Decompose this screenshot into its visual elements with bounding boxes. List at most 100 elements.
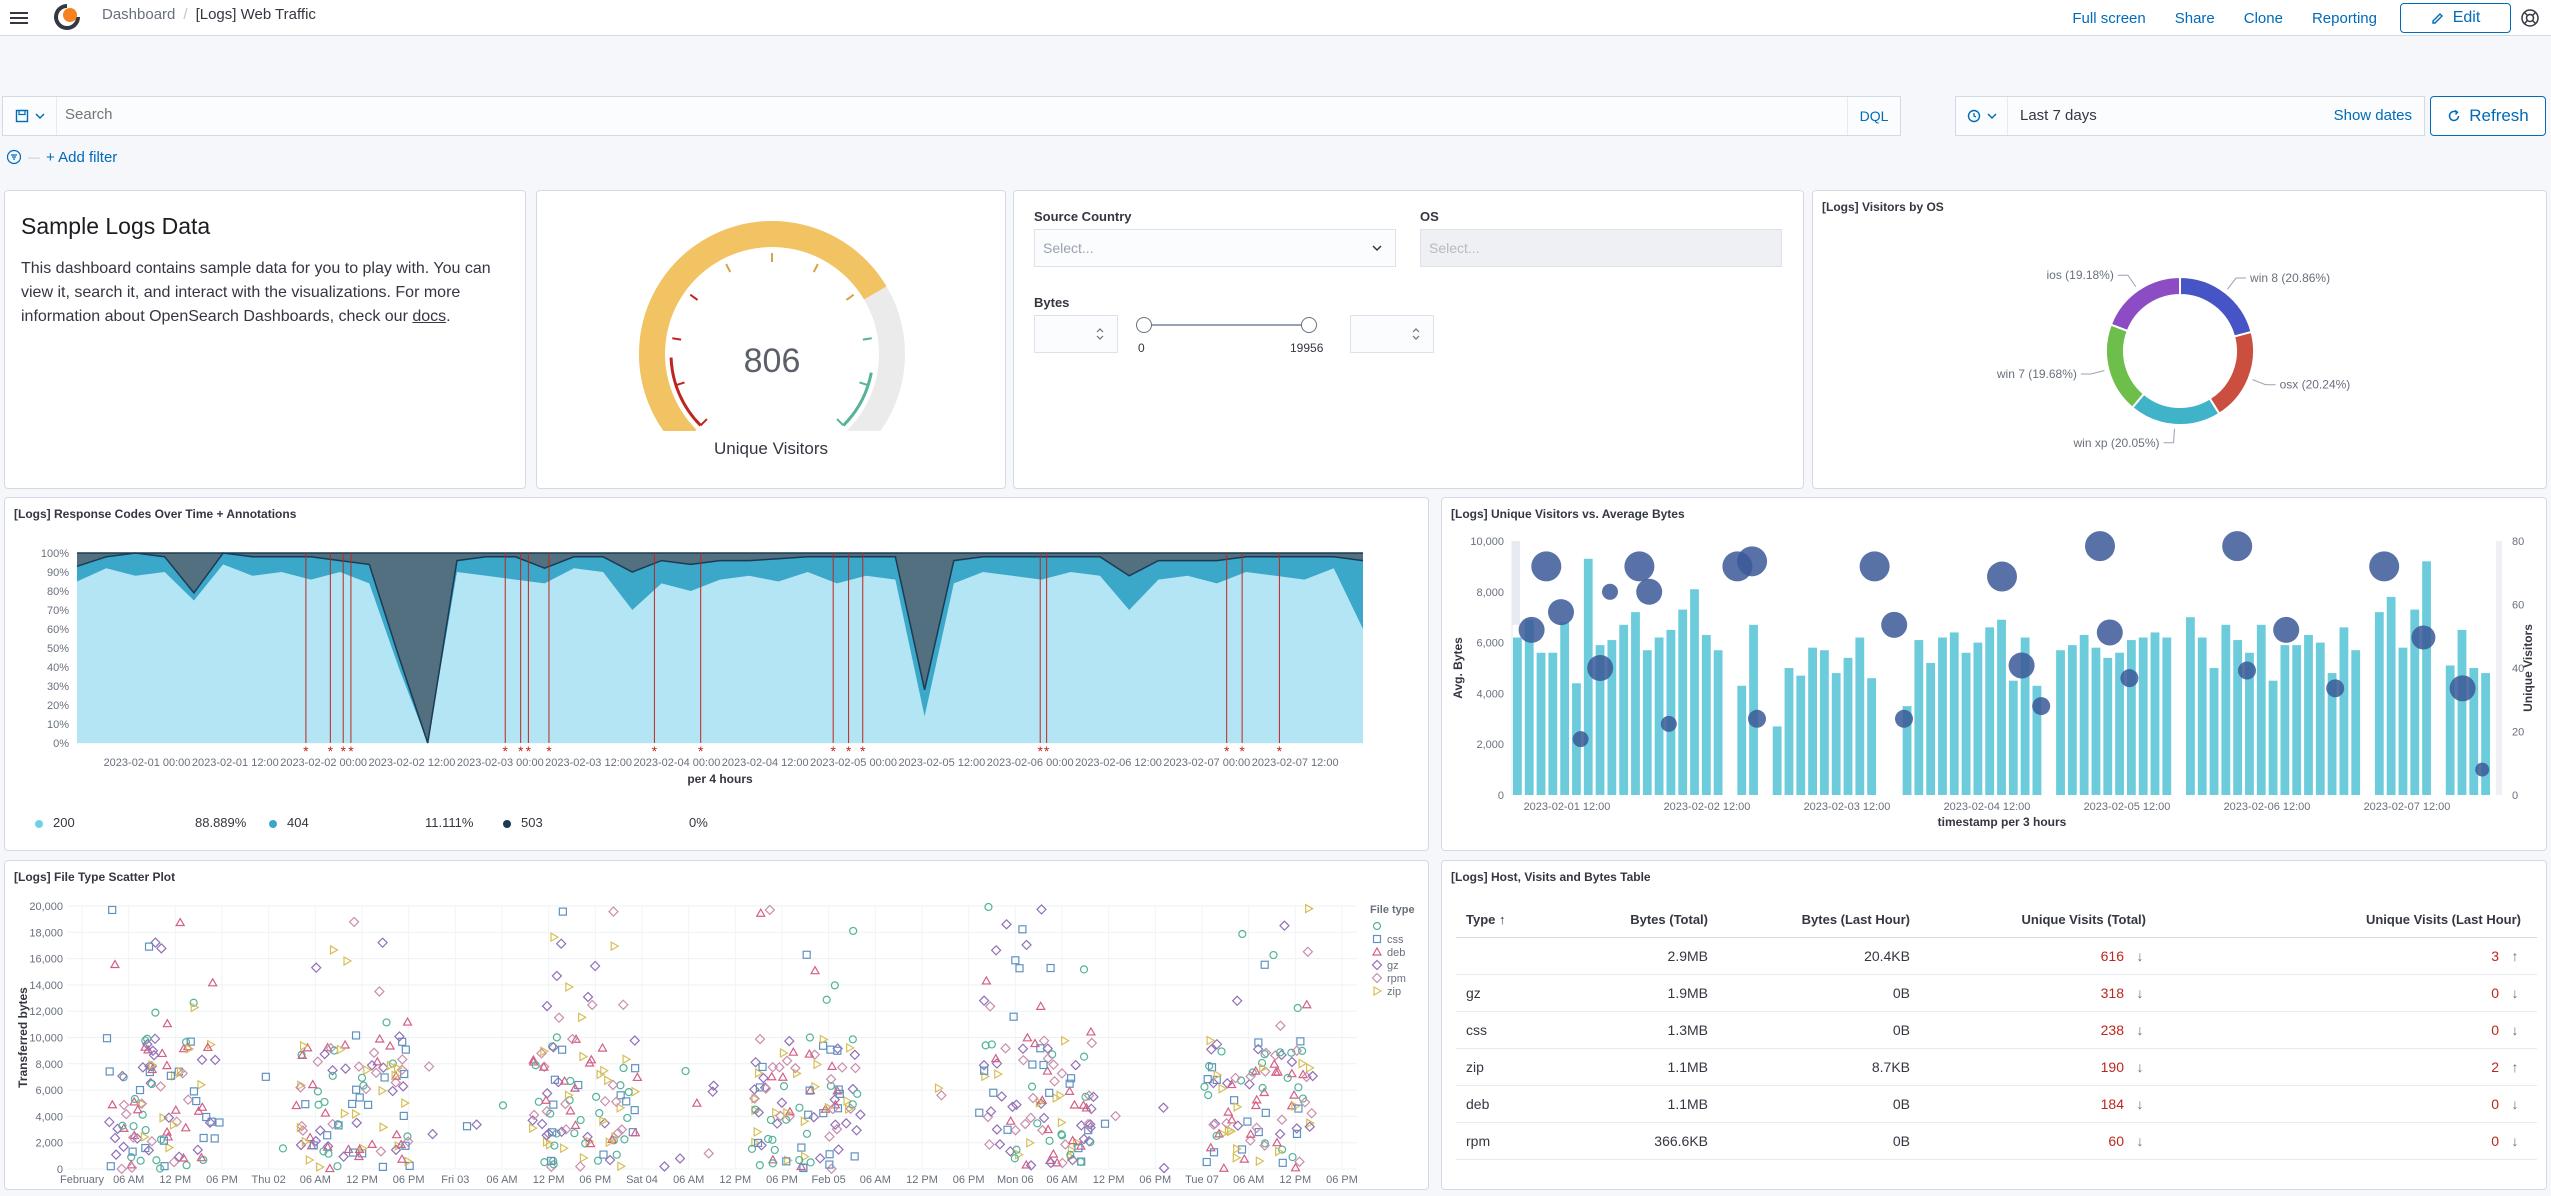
scatter-point — [1298, 1058, 1308, 1069]
legend-item-404[interactable]: 404 — [269, 815, 309, 830]
column-header-bytes-hour[interactable]: Bytes (Last Hour) — [1724, 903, 1926, 938]
filter-menu-icon[interactable] — [6, 149, 22, 165]
scatter-point — [797, 1143, 806, 1152]
scatter-point — [1275, 1146, 1284, 1157]
bytes-max-input[interactable] — [1350, 315, 1434, 353]
x-tick-label: 2023-02-02 00:00 — [280, 757, 367, 769]
scatter-point — [691, 1097, 702, 1107]
cell-type[interactable] — [1456, 937, 1596, 975]
x-tick-label: 12 PM — [1093, 1174, 1125, 1186]
x-tick-label: February — [60, 1174, 105, 1186]
scatter-point — [620, 1135, 629, 1144]
bar — [2256, 624, 2266, 795]
scatter-point — [1301, 999, 1312, 1009]
x-tick-label: 2023-02-06 12:00 — [2224, 801, 2311, 813]
breadcrumb-dashboard[interactable]: Dashboard — [102, 6, 176, 23]
scatter-point — [161, 1126, 173, 1136]
filter-row: — + Add filter — [6, 146, 117, 168]
scatter-point — [396, 1054, 408, 1065]
y-tick-label: 90% — [47, 567, 69, 579]
x-tick-label: Tue 07 — [1185, 1174, 1219, 1186]
share-link[interactable]: Share — [2174, 9, 2215, 27]
cell-type[interactable]: gz — [1456, 974, 1596, 1012]
help-icon[interactable] — [2519, 7, 2541, 29]
bubble — [1881, 611, 1908, 638]
trend-arrow-icon: ↑ — [2511, 1058, 2519, 1075]
scatter-point — [141, 1143, 150, 1153]
scatter-point — [1279, 920, 1290, 931]
scatter-point — [753, 1107, 765, 1118]
scatter-point — [1243, 1117, 1252, 1126]
bytes-slider-track[interactable] — [1144, 324, 1314, 326]
trend-arrow-icon: ↓ — [2136, 1058, 2144, 1075]
donut-label-line — [2117, 274, 2137, 288]
legend-item-503[interactable]: 503 — [503, 815, 543, 830]
scatter-point — [1086, 1137, 1095, 1147]
scatter-point — [355, 1093, 364, 1102]
scatter-point — [152, 1156, 161, 1165]
full-screen-link[interactable]: Full screen — [2072, 9, 2146, 27]
menu-icon[interactable] — [8, 7, 30, 29]
scatter-point — [1012, 1145, 1021, 1154]
y-tick-label: 12,000 — [29, 1006, 63, 1018]
column-header-type[interactable]: Type ↑ — [1456, 903, 1596, 938]
cell-type[interactable]: deb — [1456, 1085, 1596, 1123]
bar — [1595, 645, 1605, 795]
y-tick-label: 50% — [47, 643, 69, 655]
search-input[interactable] — [65, 106, 1865, 123]
cell-type[interactable]: zip — [1456, 1048, 1596, 1086]
scatter-point — [566, 1076, 575, 1086]
bytes-min-input[interactable] — [1034, 315, 1118, 353]
scatter-point — [192, 1096, 201, 1106]
cell-type[interactable]: rpm — [1456, 1122, 1596, 1160]
dql-toggle[interactable]: DQL — [1847, 97, 1900, 135]
bytes-slider-max-handle[interactable] — [1301, 317, 1317, 333]
bar — [2339, 627, 2349, 795]
scatter-point — [819, 1109, 828, 1118]
markdown-panel: Sample Logs Data This dashboard contains… — [4, 190, 526, 489]
opensearch-logo[interactable] — [52, 2, 82, 32]
x-tick-label: 12 PM — [159, 1174, 191, 1186]
x-tick-label: 06 PM — [766, 1174, 798, 1186]
refresh-label: Refresh — [2469, 106, 2529, 125]
scatter-point — [1271, 1137, 1283, 1147]
clone-link[interactable]: Clone — [2243, 9, 2283, 27]
scatter-point — [1212, 1131, 1221, 1140]
cell-type[interactable]: css — [1456, 1011, 1596, 1049]
add-filter-button[interactable]: + Add filter — [46, 148, 118, 166]
show-dates-link[interactable]: Show dates — [2333, 107, 2412, 124]
trend-arrow-icon: ↓ — [2136, 1021, 2144, 1038]
scatter-point — [1233, 1143, 1242, 1154]
edit-button[interactable]: Edit — [2400, 3, 2511, 33]
docs-link[interactable]: docs — [412, 308, 447, 325]
bubble — [1624, 551, 1655, 582]
legend-pct-503: 0% — [689, 815, 708, 830]
scatter-point — [1066, 1074, 1076, 1083]
annotation-marker: * — [328, 743, 334, 759]
scatter-point — [853, 1089, 862, 1098]
column-header-bytes-total[interactable]: Bytes (Total) — [1596, 903, 1724, 938]
scatter-point — [363, 1100, 373, 1109]
legend-item-200[interactable]: 200 — [35, 815, 75, 830]
source-country-select[interactable]: Select... — [1034, 229, 1396, 267]
table-row: css 1.3MB 0B 238 ↓ 0 ↓ — [1456, 1011, 2537, 1049]
scatter-point — [1027, 1082, 1037, 1091]
scatter-point — [1059, 1139, 1071, 1150]
saved-query-button[interactable] — [3, 97, 57, 135]
annotation-marker: * — [846, 743, 852, 759]
pencil-icon — [2432, 13, 2443, 24]
response-codes-panel: [Logs] Response Codes Over Time + Annota… — [4, 497, 1429, 851]
bytes-slider-min-handle[interactable] — [1136, 317, 1152, 333]
column-header-visits-total[interactable]: Unique Visits (Total) — [1926, 903, 2162, 938]
scatter-point — [1260, 1050, 1269, 1059]
column-header-visits-hour[interactable]: Unique Visits (Last Hour) — [2162, 903, 2537, 938]
date-range-label[interactable]: Last 7 days — [2020, 107, 2097, 124]
quick-date-menu[interactable] — [1956, 97, 2008, 135]
scatter-point — [1296, 1037, 1305, 1046]
refresh-button[interactable]: Refresh — [2430, 96, 2546, 136]
bubble — [2449, 675, 2476, 702]
scatter-point — [118, 1141, 129, 1153]
reporting-link[interactable]: Reporting — [2311, 9, 2377, 27]
x-tick-label: Mon 06 — [997, 1174, 1034, 1186]
scatter-point — [1005, 1115, 1016, 1125]
